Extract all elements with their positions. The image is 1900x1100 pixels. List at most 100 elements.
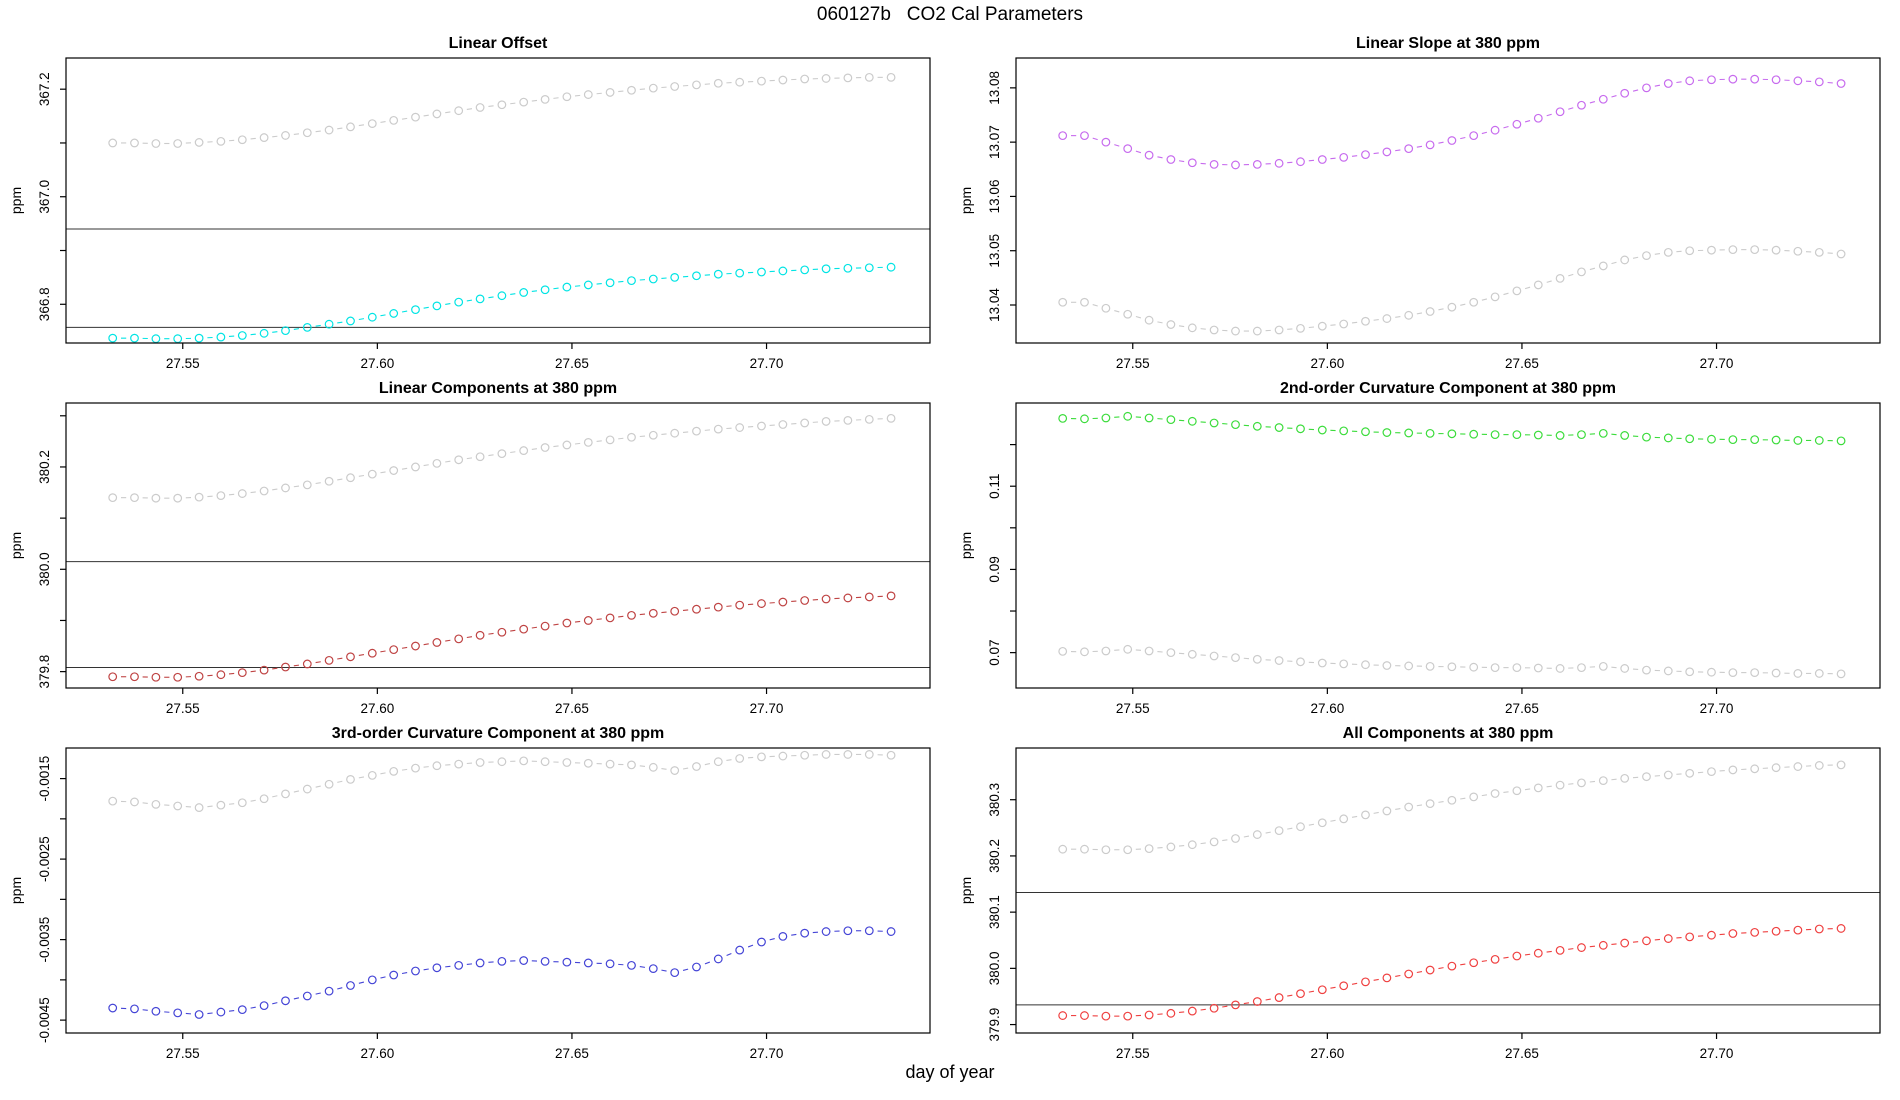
data-point-blue: [497, 956, 507, 966]
data-point-gray: [692, 426, 701, 436]
data-point-gray: [821, 417, 831, 426]
series-connector-dash: [1200, 842, 1206, 845]
data-point-cyan: [302, 323, 312, 332]
data-point-red: [1447, 961, 1457, 971]
data-point-gray: [1771, 763, 1781, 773]
series-connector-dash: [531, 99, 538, 102]
data-point-gray: [216, 491, 226, 501]
data-point-gray: [324, 476, 334, 486]
data-point-dark-red: [583, 616, 593, 625]
data-point-red: [1750, 927, 1760, 937]
data-point-cyan: [367, 312, 377, 322]
x-tick-label: 27.65: [555, 356, 589, 371]
data-point-green: [1685, 434, 1695, 444]
data-point-gray: [130, 138, 139, 148]
data-point-blue: [843, 926, 853, 936]
data-point-blue: [346, 981, 355, 990]
data-point-gray: [281, 483, 290, 493]
data-point-red: [1382, 973, 1392, 983]
series-connector-dash: [1460, 963, 1466, 966]
data-point-magenta: [1361, 150, 1370, 160]
data-point-blue: [281, 996, 290, 1006]
data-point-blue: [173, 1008, 183, 1018]
data-point-gray: [1339, 814, 1349, 824]
data-point-blue: [670, 968, 680, 978]
series-connector-dash: [1092, 304, 1098, 307]
data-point-dark-red: [497, 627, 507, 637]
data-point-gray: [1101, 303, 1111, 313]
data-point-blue: [389, 970, 399, 980]
data-point-gray: [864, 750, 874, 759]
series-connector-dash: [1265, 998, 1271, 1001]
data-point-green: [1382, 428, 1392, 437]
data-point-gray: [1274, 325, 1284, 335]
panel-linear-slope-chart: Linear Slope at 380 ppm 27.55 27.60 27.65 27…: [958, 35, 1881, 371]
series-connector-dash: [1611, 433, 1617, 436]
data-point-red: [1166, 1008, 1176, 1018]
series-connector-dash: [1092, 137, 1098, 141]
data-point-gray: [1252, 830, 1262, 839]
series-connector-dash: [618, 615, 624, 618]
data-point-cyan: [194, 333, 204, 343]
data-point-cyan: [864, 263, 874, 273]
data-point-cyan: [519, 288, 529, 297]
data-point-gray: [411, 112, 420, 122]
series-connector-dash: [1611, 943, 1617, 946]
data-point-cyan: [886, 262, 896, 272]
panel-cell-linear-offset: Linear Offset 27.55 27.60 27.65 27.70 366.8 36…: [0, 30, 950, 375]
data-point-gray: [1490, 663, 1500, 673]
data-point-gray: [1750, 764, 1760, 774]
series-connector-dash: [488, 296, 494, 299]
data-point-gray: [324, 779, 334, 789]
data-point-dark-red: [778, 597, 788, 607]
data-point-gray: [1555, 664, 1565, 673]
data-point-magenta: [1447, 136, 1457, 145]
data-point-gray: [886, 413, 896, 423]
data-point-gray: [1058, 844, 1068, 854]
data-point-gray: [302, 784, 312, 794]
data-point-gray: [821, 750, 831, 759]
data-point-dark-red: [475, 630, 485, 640]
series-connector-dash: [1546, 113, 1552, 117]
series-connector-dash: [1308, 326, 1315, 329]
data-point-gray: [346, 774, 355, 784]
data-point-green: [1361, 427, 1370, 437]
data-point-gray: [1555, 780, 1565, 790]
y-tick-label: 379.8: [37, 655, 52, 689]
series-connector-dash: [1351, 321, 1358, 324]
y-tick-label: 366.8: [37, 287, 52, 321]
data-point-gray: [1771, 668, 1781, 678]
data-point-dark-red: [216, 670, 226, 680]
data-point-green: [1750, 435, 1760, 445]
plot-box: [65, 57, 931, 344]
y-tick-label: 0.09: [987, 556, 1002, 582]
series-connector-dash: [1330, 819, 1336, 822]
series-connector-dash: [1568, 107, 1574, 110]
data-point-dark-red: [346, 652, 355, 662]
data-point-green: [1339, 426, 1349, 436]
data-point-magenta: [1642, 83, 1651, 93]
y-axis-unit: ppm: [8, 187, 24, 214]
data-point-gray: [1642, 772, 1651, 782]
series-connector-dash: [423, 306, 429, 309]
data-point-magenta: [1252, 159, 1262, 169]
series-connector-dash: [574, 94, 581, 97]
data-point-gray: [1058, 297, 1068, 307]
series-connector-dash: [747, 944, 754, 948]
series-connector-dash: [1416, 804, 1423, 807]
data-point-gray: [1252, 654, 1262, 664]
data-point-gray: [497, 449, 507, 459]
series-connector-dash: [1460, 797, 1466, 800]
series-connector-dash: [1546, 280, 1552, 283]
series-connector-dash: [315, 785, 321, 788]
series-connector-dash: [337, 657, 343, 660]
series-connector-dash: [1524, 953, 1531, 956]
data-point-cyan: [540, 285, 550, 295]
series-connector-dash: [228, 803, 235, 805]
data-point-green: [1123, 411, 1133, 421]
data-point-dark-red: [237, 668, 247, 678]
data-point-gray: [281, 789, 290, 799]
data-point-blue: [108, 1003, 118, 1013]
series-connector-dash: [1351, 982, 1358, 985]
x-tick-label: 27.55: [166, 1046, 200, 1061]
